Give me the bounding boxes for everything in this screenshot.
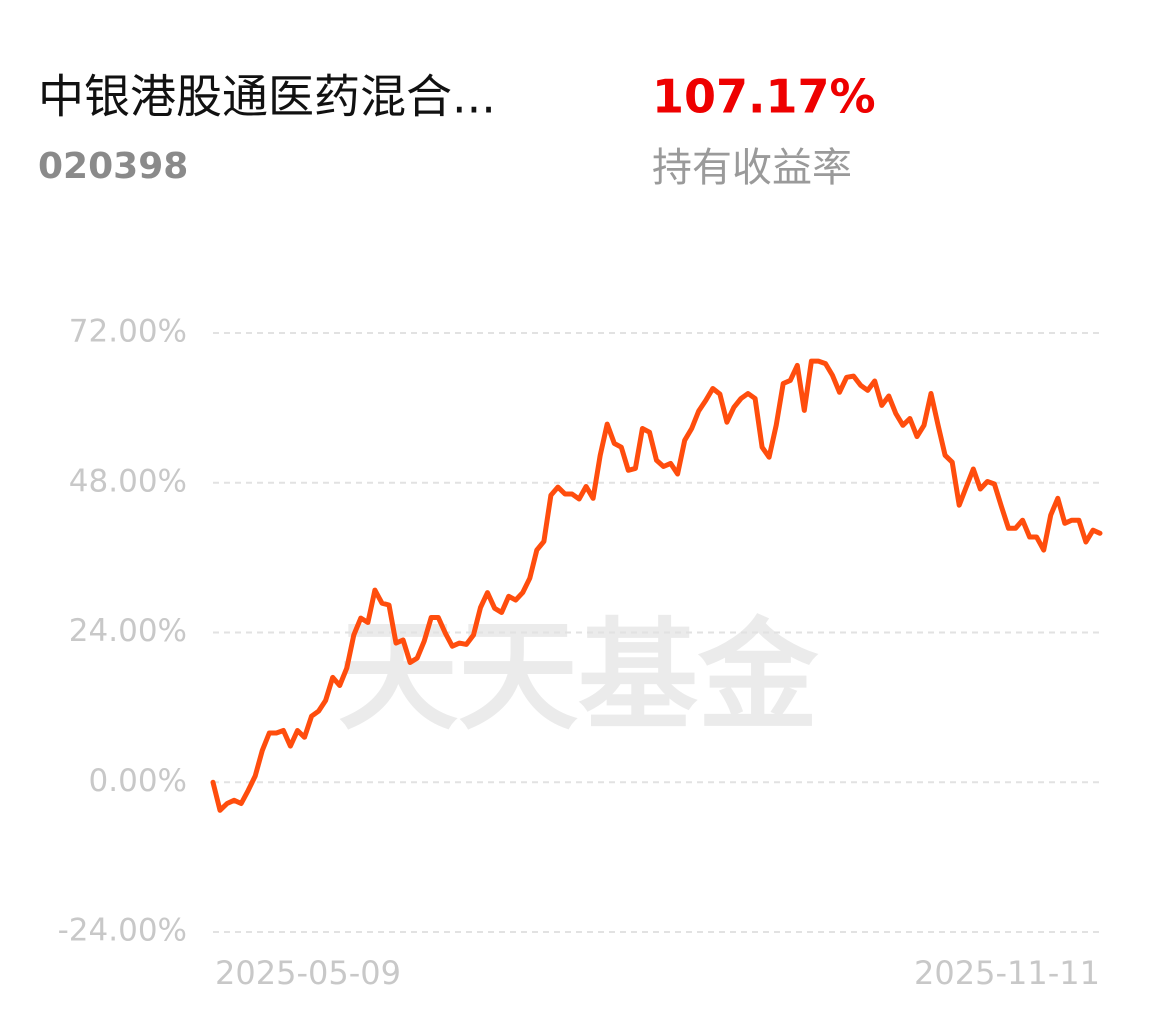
y-tick-label: -24.00% [58,913,187,949]
y-tick-label: 0.00% [89,763,187,799]
x-tick-label: 2025-11-11 [914,954,1100,992]
line-series [210,358,1103,813]
y-tick-label: 48.00% [69,463,187,499]
return-value: 107.17% [652,70,876,124]
fund-name: 中银港股通医药混合... [38,70,496,124]
watermark: 天天基金 [338,608,819,747]
fund-code: 020398 [38,146,188,187]
return-label: 持有收益率 [652,145,852,191]
x-tick-label: 2025-05-09 [215,954,401,992]
y-tick-label: 72.00% [69,314,187,350]
y-tick-label: 24.00% [69,613,187,649]
